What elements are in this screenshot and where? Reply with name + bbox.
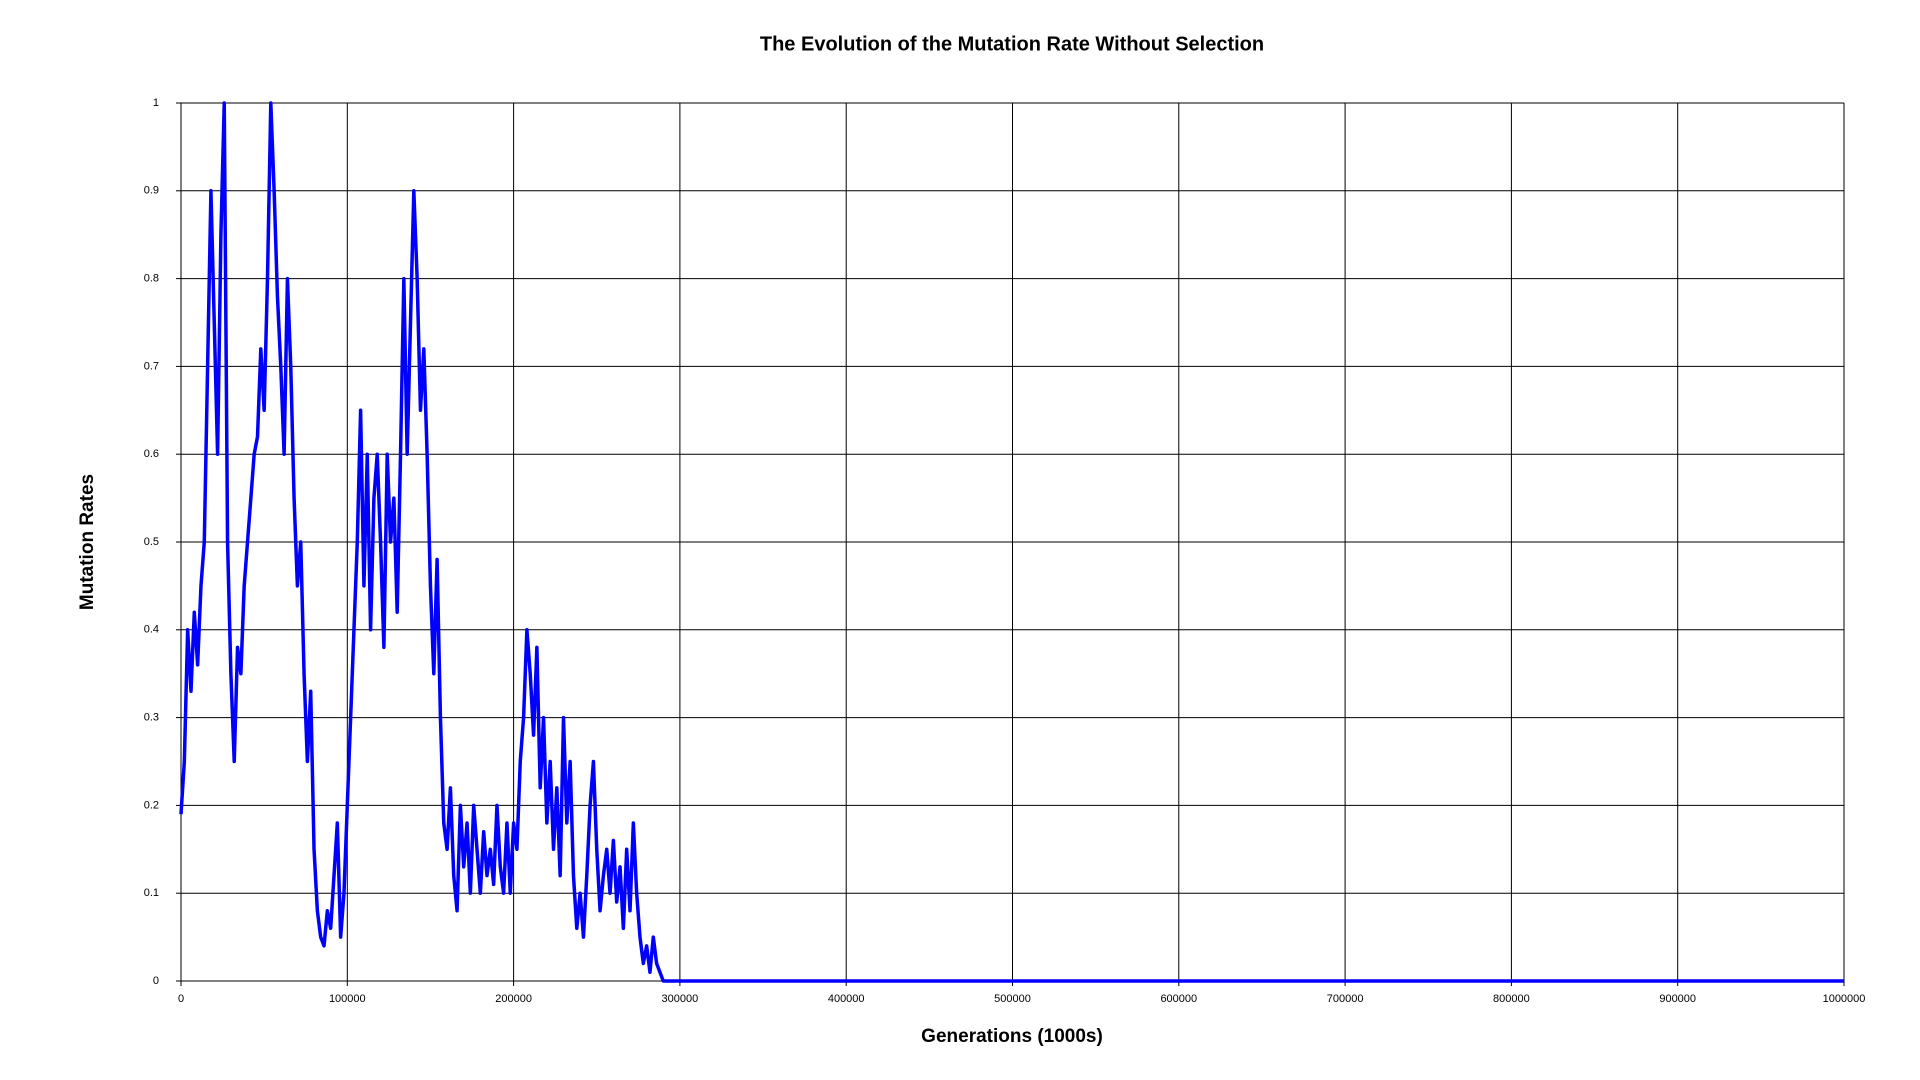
- x-tick-label: 900000: [1659, 993, 1696, 1005]
- x-tick-label: 1000000: [1823, 993, 1866, 1005]
- x-tick-label: 600000: [1160, 993, 1197, 1005]
- x-tick-label: 200000: [495, 993, 532, 1005]
- data-line: [179, 101, 1844, 983]
- x-axis-label: Generations (1000s): [921, 1026, 1103, 1047]
- x-tick-label: 300000: [662, 993, 699, 1005]
- y-tick-label: 0: [153, 975, 159, 987]
- y-tick-label: 0.6: [144, 448, 159, 460]
- chart-title: The Evolution of the Mutation Rate Witho…: [760, 33, 1264, 55]
- y-tick-label: 0.3: [144, 712, 159, 724]
- y-tick-label: 0.1: [144, 887, 159, 899]
- y-tick-label: 0.8: [144, 273, 159, 285]
- y-tick-label: 0.5: [144, 536, 159, 548]
- x-tick-label: 800000: [1493, 993, 1530, 1005]
- x-tick-label: 400000: [828, 993, 865, 1005]
- y-axis-label: Mutation Rates: [77, 474, 98, 610]
- x-tick-label: 700000: [1327, 993, 1364, 1005]
- y-tick-label: 0.9: [144, 185, 159, 197]
- x-tick-label: 100000: [329, 993, 366, 1005]
- x-tick-label: 0: [178, 993, 184, 1005]
- y-tick-label: 0.4: [144, 624, 159, 636]
- y-tick-label: 1: [153, 97, 159, 109]
- x-tick-label: 500000: [994, 993, 1031, 1005]
- y-tick-label: 0.2: [144, 799, 159, 811]
- y-tick-label: 0.7: [144, 360, 159, 372]
